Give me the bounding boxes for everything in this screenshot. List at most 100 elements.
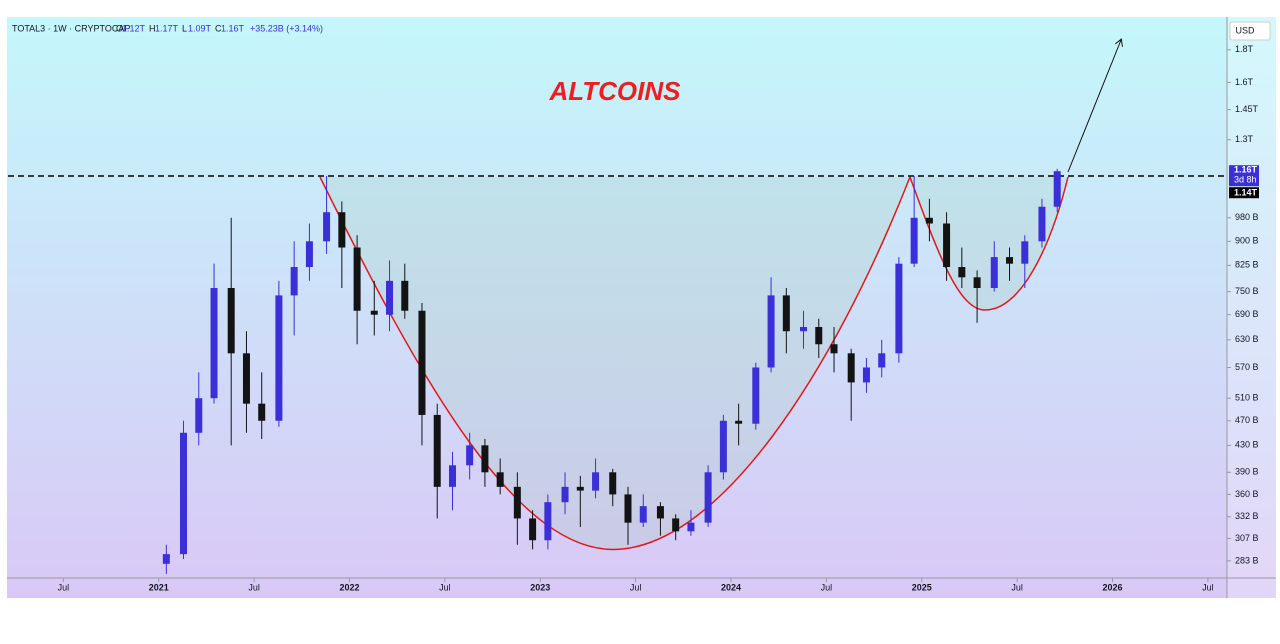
y-tick-label: 360 B (1235, 489, 1259, 499)
countdown: 3d 8h (1234, 175, 1257, 185)
candle-body (210, 288, 218, 399)
candle-body (815, 326, 823, 345)
ohlc-key: O (116, 23, 123, 33)
y-tick-label: 307 B (1235, 533, 1259, 543)
y-tick-label: 283 B (1235, 555, 1259, 565)
candle-body (782, 295, 790, 332)
candle-body (544, 502, 552, 541)
ohlc-value: 1.17T (155, 23, 179, 33)
ohlc-value: 1.12T (122, 23, 146, 33)
candle-body (990, 257, 998, 289)
y-tick-label: 900 B (1235, 236, 1259, 246)
candle-body (242, 353, 250, 404)
y-tick-label: 630 B (1235, 334, 1259, 344)
plot (8, 168, 1227, 574)
change: +35.23B (+3.14%) (250, 23, 323, 33)
handle-curve (909, 176, 1069, 311)
candle-body (878, 353, 886, 368)
level-label: 1.14T (1234, 188, 1258, 198)
candle-body (719, 420, 727, 473)
currency-box (1229, 21, 1271, 41)
cup-area (320, 177, 1068, 550)
y-tick-label: 1.45T (1235, 104, 1259, 114)
candle-body (704, 472, 712, 523)
candle-body (910, 217, 918, 264)
candle-body (799, 326, 807, 332)
y-tick-label: 1.6T (1235, 77, 1254, 87)
ohlc-key: C (215, 23, 222, 33)
x-tick-label: 2021 (149, 582, 169, 592)
chart-background (7, 17, 1276, 598)
candle-body (561, 486, 569, 503)
y-tick-label: 825 B (1235, 260, 1259, 270)
y-tick-label: 570 B (1235, 362, 1259, 372)
ohlc-legend: O1.12T H 1.17T L 1.09T C 1.16T +35.23B (+3.14%) (116, 23, 323, 33)
candle-body (338, 212, 346, 248)
candle-body (656, 506, 664, 519)
candle-body (401, 280, 409, 311)
candle-body (227, 288, 235, 354)
candle-body (195, 398, 203, 433)
x-tick-label: 2022 (339, 582, 359, 592)
candle-body (576, 486, 584, 491)
cup-curve (319, 176, 911, 551)
x-tick-label: Jul (630, 582, 642, 592)
candle-body (862, 367, 870, 383)
candle-body (735, 420, 743, 424)
y-tick-label: 1.8T (1235, 44, 1254, 54)
price-axis (1227, 17, 1276, 598)
candle-body (370, 310, 378, 315)
candle-body (672, 518, 680, 532)
last-price-box (1229, 165, 1259, 187)
candle-body (639, 506, 647, 523)
candle-body (481, 445, 489, 473)
candle-body (418, 310, 426, 415)
x-tick-label: Jul (1202, 582, 1214, 592)
candle-body (448, 465, 456, 487)
ohlc-key: H (149, 23, 156, 33)
ohlc-key: L (182, 23, 187, 33)
candle-body (973, 277, 981, 289)
candle-body (1053, 171, 1061, 207)
candle-body (513, 486, 521, 519)
x-tick-label: Jul (248, 582, 260, 592)
x-tick-label: Jul (439, 582, 451, 592)
y-tick-label: 510 B (1235, 393, 1259, 403)
candle-body (496, 472, 504, 487)
candle-body (830, 344, 838, 354)
x-tick-label: Jul (58, 582, 70, 592)
x-tick-label: Jul (821, 582, 833, 592)
y-tick-label: 750 B (1235, 286, 1259, 296)
candle-body (290, 267, 298, 296)
chart-title: ALTCOINS (549, 76, 682, 106)
candle-body (275, 295, 283, 421)
candle-body (466, 445, 474, 466)
candle-body (1038, 206, 1046, 242)
y-tick-label: 430 B (1235, 440, 1259, 450)
candle-body (624, 494, 632, 523)
candle-body (958, 267, 966, 278)
symbol: TOTAL3 · 1W · CRYPTOCAP (12, 23, 130, 33)
ohlc-value: 1.09T (188, 23, 212, 33)
candle-body (1021, 241, 1029, 264)
x-tick-label: 2025 (912, 582, 932, 592)
last-price: 1.16T (1234, 165, 1258, 175)
y-tick-label: 332 B (1235, 511, 1259, 521)
y-tick-label: 390 B (1235, 467, 1259, 477)
trend-arrow (1067, 40, 1121, 173)
x-tick-label: Jul (1011, 582, 1023, 592)
x-tick-label: 2026 (1103, 582, 1123, 592)
candle-body (925, 217, 933, 224)
candle-body (1006, 257, 1014, 264)
candle-body (609, 472, 617, 495)
candle-body (592, 472, 600, 491)
y-tick-label: 1.3T (1235, 134, 1254, 144)
candle-body (943, 223, 951, 268)
candle-body (305, 241, 313, 268)
candle-body (529, 518, 537, 541)
candle-body (323, 212, 331, 242)
level-box (1229, 187, 1259, 199)
candle-body (895, 263, 903, 354)
